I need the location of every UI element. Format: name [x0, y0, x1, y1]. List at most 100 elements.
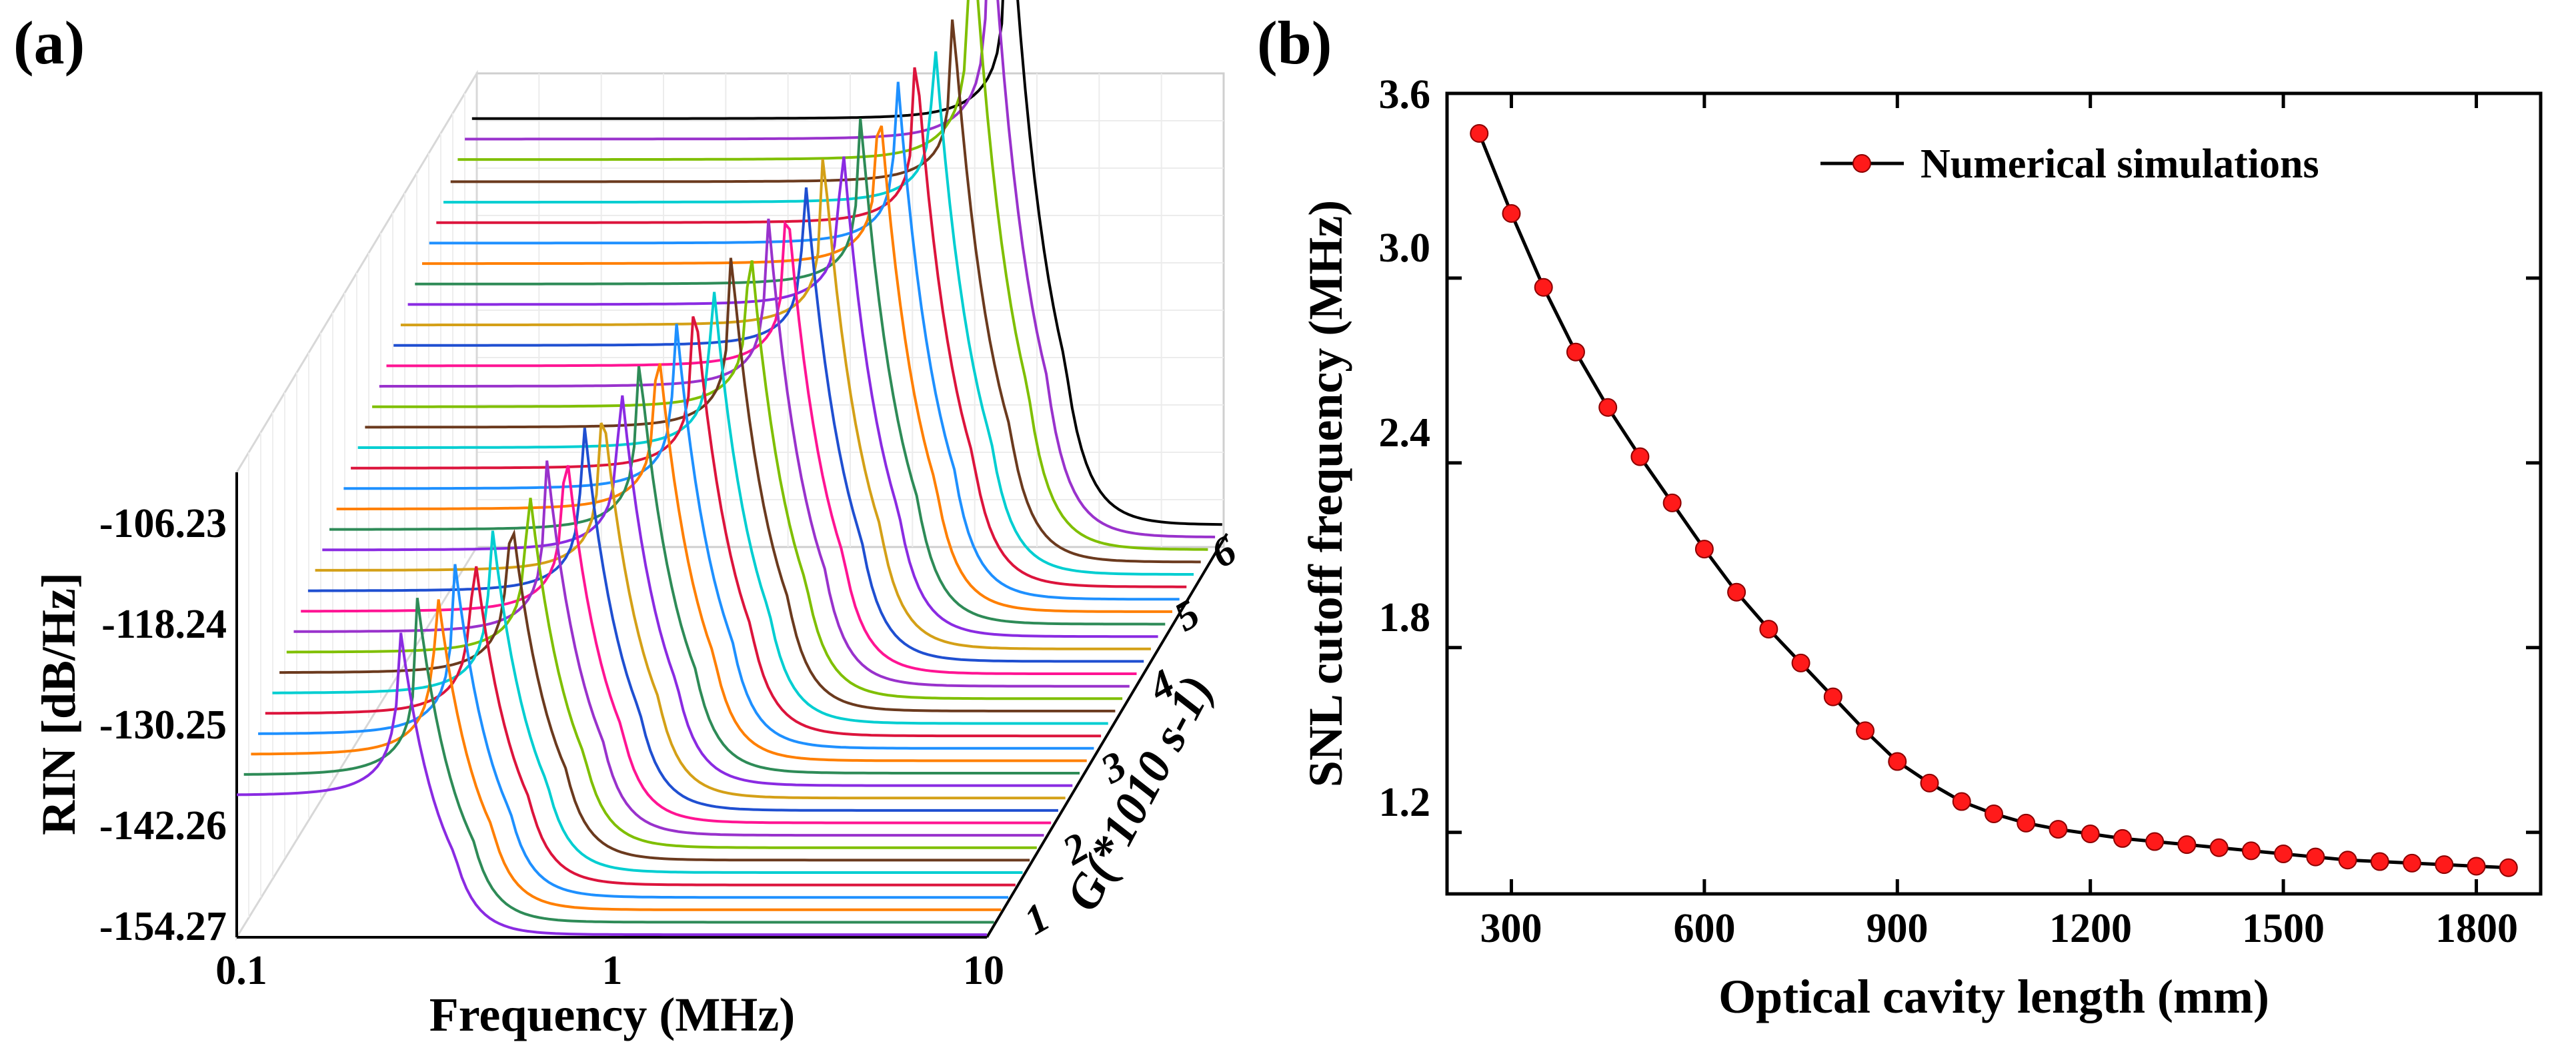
rin-curve — [329, 366, 1080, 774]
rin-curve — [301, 465, 1052, 825]
rin-curve — [436, 67, 1187, 588]
data-point — [1502, 204, 1521, 223]
rin-curve — [251, 599, 1002, 911]
x-tick-label: 600 — [1674, 906, 1736, 951]
data-point — [1952, 792, 1971, 811]
rin-curve — [315, 422, 1066, 800]
data-point — [2113, 829, 2132, 848]
data-point — [2049, 820, 2068, 839]
panel-a-label: (a) — [13, 9, 85, 77]
x-tick-label: 900 — [1866, 906, 1928, 951]
y-tick-label: -106.23 — [99, 501, 227, 546]
data-point — [1662, 493, 1682, 512]
data-point — [2338, 851, 2357, 870]
panel-b-label: (b) — [1257, 9, 1332, 77]
y-axis-title: RIN [dB/Hz] — [32, 572, 85, 835]
y-tick-label: 2.4 — [1379, 410, 1431, 456]
data-point — [1759, 620, 1778, 639]
rin-curve — [465, 0, 1216, 538]
z-tick-label: 5 — [1167, 590, 1208, 640]
y-tick-label: 3.6 — [1379, 72, 1431, 117]
rin-curve — [393, 187, 1144, 663]
y-tick-label: -130.25 — [99, 702, 227, 748]
data-point — [1791, 653, 1810, 672]
y-tick-label: 3.0 — [1379, 225, 1431, 271]
rin-curve — [429, 81, 1180, 601]
back-wall-grid — [477, 73, 1224, 547]
data-point — [2370, 852, 2389, 871]
y-tick-label: -154.27 — [99, 904, 227, 949]
data-point — [1630, 447, 1650, 466]
data-point — [1985, 805, 2003, 823]
data-point — [1856, 721, 1875, 740]
legend-label: Numerical simulations — [1920, 141, 2319, 187]
rin-curve — [279, 529, 1030, 862]
data-point — [2403, 853, 2422, 873]
rin-curve — [357, 292, 1108, 725]
data-point — [1727, 582, 1746, 602]
data-point — [2306, 847, 2325, 867]
rin-curve — [307, 428, 1058, 812]
data-point — [2435, 855, 2454, 875]
rin-curve — [372, 260, 1123, 700]
rin-curve — [265, 566, 1016, 887]
data-point — [2274, 845, 2293, 863]
z-tick-label: 6 — [1204, 527, 1244, 576]
legend-marker — [1852, 154, 1871, 173]
panel-a: (a) -106.23 -118.24 -130.25 -142.26 -154… — [13, 0, 1244, 1041]
y-tick-label: -118.24 — [101, 602, 227, 647]
x-tick-label: 1 — [602, 948, 623, 993]
rin-x-ticks: 0.1 1 10 — [215, 948, 1004, 993]
panel-b: (b) 1.2 1.8 2.4 3.0 3.6 300 600 900 1200… — [1257, 9, 2543, 1023]
rin-curve — [243, 598, 994, 924]
rin-curve — [415, 118, 1166, 626]
data-point — [2241, 841, 2261, 861]
plot-frame — [1445, 91, 2543, 896]
snl-series — [1470, 124, 2518, 877]
rin-curve — [343, 324, 1094, 750]
data-point — [2209, 838, 2229, 857]
rin-curve — [336, 363, 1087, 762]
data-point — [2467, 857, 2486, 876]
rin-curve — [351, 316, 1102, 738]
x-tick-label: 10 — [963, 948, 1004, 993]
rin-curves — [236, 0, 1222, 937]
rin-y-ticks: -106.23 -118.24 -130.25 -142.26 -154.27 — [99, 501, 227, 949]
data-point — [2145, 832, 2165, 851]
x-tick-label: 1200 — [2049, 906, 2132, 951]
y-tick-label: 1.8 — [1379, 595, 1431, 640]
snl-ticks — [1447, 91, 2541, 894]
rin-curve — [236, 632, 987, 937]
snl-x-tick-labels: 300 600 900 1200 1500 1800 — [1480, 906, 2519, 951]
rin-curve — [422, 125, 1172, 613]
data-point — [1598, 398, 1618, 417]
rin-curve — [379, 218, 1130, 688]
depth-axis — [986, 532, 1228, 939]
z-axis-title: G(*1010 s-1) — [1056, 667, 1224, 919]
rin-curve — [443, 51, 1194, 576]
data-point — [1534, 278, 1553, 297]
data-point — [1823, 687, 1842, 706]
rin-curve — [407, 156, 1158, 638]
x-tick-label: 1800 — [2435, 906, 2518, 951]
legend: Numerical simulations — [1820, 141, 2319, 187]
data-point — [2499, 858, 2518, 877]
data-point — [1920, 773, 1939, 793]
rin-curve — [322, 395, 1073, 787]
data-point — [1888, 752, 1907, 771]
x-tick-label: 0.1 — [215, 948, 267, 993]
snl-y-tick-labels: 1.2 1.8 2.4 3.0 3.6 — [1379, 72, 1431, 825]
y-tick-label: 1.2 — [1379, 780, 1431, 825]
y-axis-title: SNL cutoff frequency (MHz) — [1299, 200, 1352, 788]
rin-curve — [286, 498, 1037, 849]
rin-curve — [457, 0, 1208, 551]
rin-curve — [365, 257, 1116, 712]
z-tick-label: 1 — [1017, 894, 1058, 943]
rin-curve — [293, 460, 1044, 837]
data-point — [2017, 813, 2036, 833]
x-tick-label: 1500 — [2242, 906, 2325, 951]
rin-curve — [471, 0, 1222, 526]
x-tick-label: 300 — [1480, 906, 1542, 951]
data-point — [1470, 124, 1489, 143]
